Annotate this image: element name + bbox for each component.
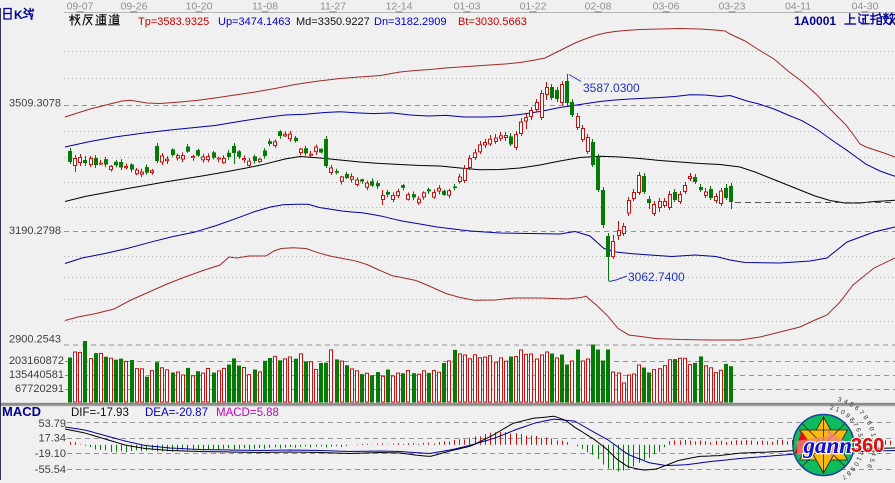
svg-text:3190.2798: 3190.2798 — [9, 225, 61, 237]
svg-text:3062.7400: 3062.7400 — [628, 270, 685, 284]
svg-text:03-06: 03-06 — [653, 1, 680, 13]
svg-text:MACD: MACD — [2, 404, 41, 419]
svg-text:3587.0300: 3587.0300 — [583, 81, 640, 95]
svg-text:360: 360 — [851, 435, 884, 457]
svg-text:135440581: 135440581 — [9, 369, 64, 381]
svg-text:gann: gann — [803, 433, 853, 458]
svg-text:MACD=5.88: MACD=5.88 — [216, 407, 279, 419]
svg-text:09-26: 09-26 — [121, 1, 148, 13]
svg-text:11-08: 11-08 — [252, 1, 278, 13]
svg-text:02-08: 02-08 — [585, 1, 612, 13]
svg-text:203160872: 203160872 — [9, 355, 64, 367]
svg-text:04-11: 04-11 — [785, 1, 811, 13]
svg-text:17.34: 17.34 — [38, 433, 66, 445]
svg-text:01-03: 01-03 — [454, 1, 481, 13]
svg-text:360: 360 — [851, 435, 884, 457]
svg-text:DEA=-20.87: DEA=-20.87 — [145, 407, 208, 419]
svg-text:K: K — [14, 8, 23, 22]
svg-text:09-07: 09-07 — [67, 1, 94, 13]
svg-text:04-30: 04-30 — [852, 1, 879, 13]
svg-text:-19.10: -19.10 — [35, 448, 66, 460]
svg-text:12-14: 12-14 — [386, 1, 413, 13]
svg-text:53.79: 53.79 — [38, 418, 66, 430]
svg-text:03-23: 03-23 — [719, 1, 746, 13]
svg-text:11-27: 11-27 — [320, 1, 346, 13]
svg-text:1A0001: 1A0001 — [794, 14, 836, 28]
svg-text:Tp=3583.9325: Tp=3583.9325 — [138, 16, 209, 28]
svg-text:Bt=3030.5663: Bt=3030.5663 — [458, 16, 527, 28]
svg-text:01-22: 01-22 — [520, 1, 547, 13]
svg-text:gann: gann — [803, 433, 853, 458]
svg-text:Md=3350.9227: Md=3350.9227 — [296, 16, 370, 28]
svg-text:DIF=-17.93: DIF=-17.93 — [71, 407, 129, 419]
svg-text:10-20: 10-20 — [186, 1, 213, 13]
svg-text:-55.54: -55.54 — [35, 464, 66, 476]
svg-text:3509.3078: 3509.3078 — [9, 98, 61, 110]
svg-text:67720291: 67720291 — [15, 383, 64, 395]
svg-text:2900.2543: 2900.2543 — [9, 334, 61, 346]
svg-text:Dn=3182.2909: Dn=3182.2909 — [374, 16, 446, 28]
svg-text:Up=3474.1463: Up=3474.1463 — [218, 16, 290, 28]
